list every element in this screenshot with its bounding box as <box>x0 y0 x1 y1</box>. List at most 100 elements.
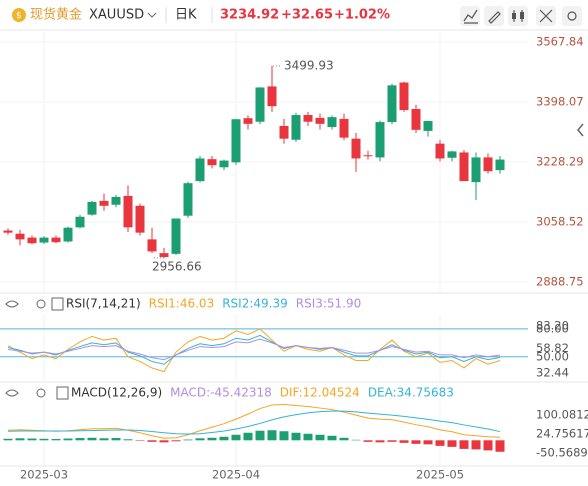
candle-body <box>279 125 289 139</box>
macd-bar <box>399 440 409 443</box>
candle-body <box>411 109 421 130</box>
candle-body <box>147 239 157 252</box>
y-tick-label: -50.56892 <box>536 446 588 460</box>
gear-icon[interactable] <box>36 299 46 309</box>
candle-body <box>375 122 385 158</box>
macd-bar <box>63 438 73 441</box>
y-tick-label: 50.00 <box>536 349 569 363</box>
candle-body <box>171 218 181 254</box>
candle-body <box>195 158 205 182</box>
candle-body <box>399 82 409 111</box>
gear-icon[interactable] <box>36 388 46 398</box>
symbol[interactable]: XAUUSD <box>89 8 144 23</box>
candle-button[interactable] <box>508 6 528 26</box>
dropdown-icon[interactable] <box>147 12 157 18</box>
x-tick-label: 2025-05 <box>416 468 464 482</box>
macd-bar <box>51 439 61 441</box>
candle-body <box>87 201 97 215</box>
high-annotation: 3499.93 <box>284 58 334 72</box>
legend-entry: DEA:34.75683 <box>368 386 454 400</box>
fullscreen-icon <box>539 9 553 23</box>
macd-bar <box>435 440 445 446</box>
y-tick-label: 2888.75 <box>536 274 584 288</box>
candle-body <box>231 119 241 163</box>
last-price: 3234.92 <box>220 8 279 23</box>
period[interactable]: 日K <box>175 8 197 23</box>
macd-bar <box>243 432 253 441</box>
macd-bar <box>3 438 13 441</box>
macd-bar <box>231 434 241 441</box>
macd-bar <box>111 438 121 441</box>
y-tick-label: 3398.07 <box>536 94 584 108</box>
candle-body <box>495 159 505 171</box>
macd-bar <box>195 438 205 441</box>
checkbox[interactable] <box>56 386 69 400</box>
macd-bar <box>135 440 145 441</box>
x-tick-label: 2025-04 <box>212 468 260 482</box>
price-change: +32.65 <box>281 8 333 23</box>
price-change-pct: +1.02% <box>334 8 390 23</box>
macd-bar <box>291 432 301 441</box>
candle-body <box>39 237 49 243</box>
candle-body <box>459 152 469 182</box>
macd-bar <box>39 438 49 441</box>
macd-bar <box>315 434 325 441</box>
macd-bar <box>267 430 277 441</box>
macd-bar <box>99 438 109 441</box>
candle-body <box>255 87 265 122</box>
legend-entry: MACD:-45.42318 <box>170 386 272 400</box>
indicator-line <box>7 338 501 361</box>
macd-bar <box>27 438 37 441</box>
candle-body <box>363 155 373 157</box>
candle-body <box>51 237 61 243</box>
collapse-arrow[interactable] <box>577 123 584 137</box>
candle-body <box>111 196 121 205</box>
eye-icon[interactable] <box>5 300 19 308</box>
macd-bar <box>123 439 133 441</box>
y-tick-label: 58.82 <box>536 341 569 355</box>
macd-bar <box>219 436 229 441</box>
legend-entry: RSI(7,14,21) <box>66 297 141 311</box>
y-tick-label: 3228.29 <box>536 154 584 168</box>
y-tick-label: 32.44 <box>536 366 569 380</box>
candle-body <box>63 227 73 242</box>
indicator-line <box>7 328 501 373</box>
macd-bar <box>495 440 505 452</box>
candle-body <box>219 160 229 168</box>
legend-entry: RSI1:46.03 <box>149 297 215 311</box>
instrument-name[interactable]: 现货黄金 <box>30 7 82 23</box>
y-tick-label: 80.00 <box>536 321 569 335</box>
candle-body <box>435 143 445 159</box>
macd-bar <box>423 440 433 445</box>
macd-bar <box>279 431 289 441</box>
checkbox[interactable] <box>51 297 64 311</box>
candle-body <box>483 157 493 172</box>
settings-icon <box>567 11 577 21</box>
y-tick-label: 83.20 <box>536 318 569 332</box>
toolbar <box>460 6 582 26</box>
candle-body <box>159 253 169 258</box>
candle-body <box>339 118 349 138</box>
candle-body <box>387 85 397 123</box>
candle-icon-body <box>512 13 516 19</box>
candle-body <box>351 138 361 159</box>
candle-body <box>303 115 313 122</box>
macd-bar <box>171 440 181 442</box>
rsi-icons <box>5 299 46 398</box>
candle-body <box>471 157 481 183</box>
macd-bar <box>255 430 265 441</box>
candle-icon-body <box>520 12 524 19</box>
indicator-line <box>7 334 501 365</box>
draw-icon <box>488 11 501 24</box>
macd-bar <box>459 440 469 449</box>
macd-bar <box>207 437 217 441</box>
settings-button[interactable] <box>562 6 582 26</box>
candle-body <box>123 195 133 228</box>
candle-body <box>135 205 145 233</box>
macd-bar <box>375 440 385 443</box>
y-tick-label: 24.75617 <box>536 427 588 441</box>
y-tick-label: 3567.84 <box>536 34 584 48</box>
eye-icon[interactable] <box>5 389 19 397</box>
